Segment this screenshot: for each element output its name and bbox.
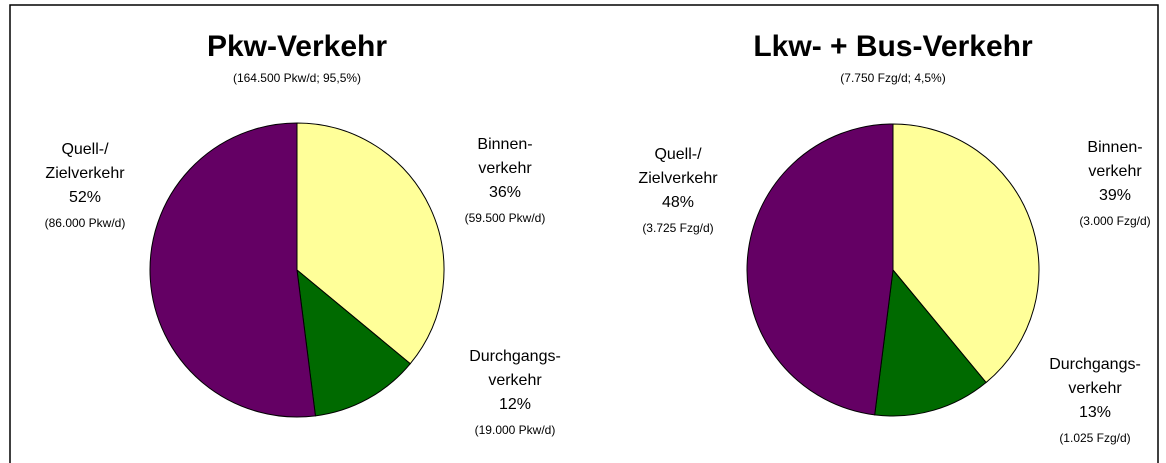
slice-category: Durchgangs-verkehr <box>469 348 561 389</box>
slice-percent: 48% <box>662 194 694 211</box>
slice-detail: (59.500 Pkw/d) <box>465 211 546 225</box>
slice-detail: (3.000 Fzg/d) <box>1079 214 1150 228</box>
category-line: Zielverkehr <box>45 165 125 182</box>
slice-percent: 36% <box>489 184 521 201</box>
slice-category: Binnen-verkehr <box>1087 139 1142 180</box>
slice-percent: 13% <box>1079 404 1111 421</box>
category-line: Durchgangs- <box>469 348 561 365</box>
slice-detail: (19.000 Pkw/d) <box>475 423 556 437</box>
slice-percent: 52% <box>69 189 101 206</box>
chart-subtitle: (7.750 Fzg/d; 4,5%) <box>840 71 945 85</box>
slice-detail: (1.025 Fzg/d) <box>1059 431 1130 445</box>
category-line: verkehr <box>1088 163 1142 180</box>
pie-slice <box>296 122 445 365</box>
category-line: Zielverkehr <box>638 170 718 187</box>
slice-category: Binnen-verkehr <box>477 136 532 177</box>
pie-slice <box>149 122 316 418</box>
slice-percent: 39% <box>1099 187 1131 204</box>
category-line: verkehr <box>1068 380 1122 397</box>
category-line: Quell-/ <box>654 146 702 163</box>
category-line: Binnen- <box>1087 139 1142 156</box>
category-line: Quell-/ <box>61 141 109 158</box>
chart-title: Lkw- + Bus-Verkehr <box>753 30 1033 63</box>
pie-slice <box>296 268 411 417</box>
category-line: verkehr <box>478 160 532 177</box>
pie-slice <box>892 123 1040 384</box>
category-line: Binnen- <box>477 136 532 153</box>
chart-subtitle: (164.500 Pkw/d; 95,5%) <box>233 71 361 85</box>
category-line: verkehr <box>488 372 542 389</box>
chart-title: Pkw-Verkehr <box>207 30 387 63</box>
slice-detail: (3.725 Fzg/d) <box>642 221 713 235</box>
category-line: Durchgangs- <box>1049 356 1141 373</box>
slice-percent: 12% <box>499 396 531 413</box>
pie-slice <box>874 268 987 417</box>
frame <box>9 4 1159 463</box>
pie-slice <box>746 123 894 416</box>
slice-category: Quell-/ Zielverkehr <box>638 146 718 187</box>
slice-detail: (86.000 Pkw/d) <box>45 216 126 230</box>
slice-category: Quell-/ Zielverkehr <box>45 141 125 182</box>
slice-category: Durchgangs-verkehr <box>1049 356 1141 397</box>
